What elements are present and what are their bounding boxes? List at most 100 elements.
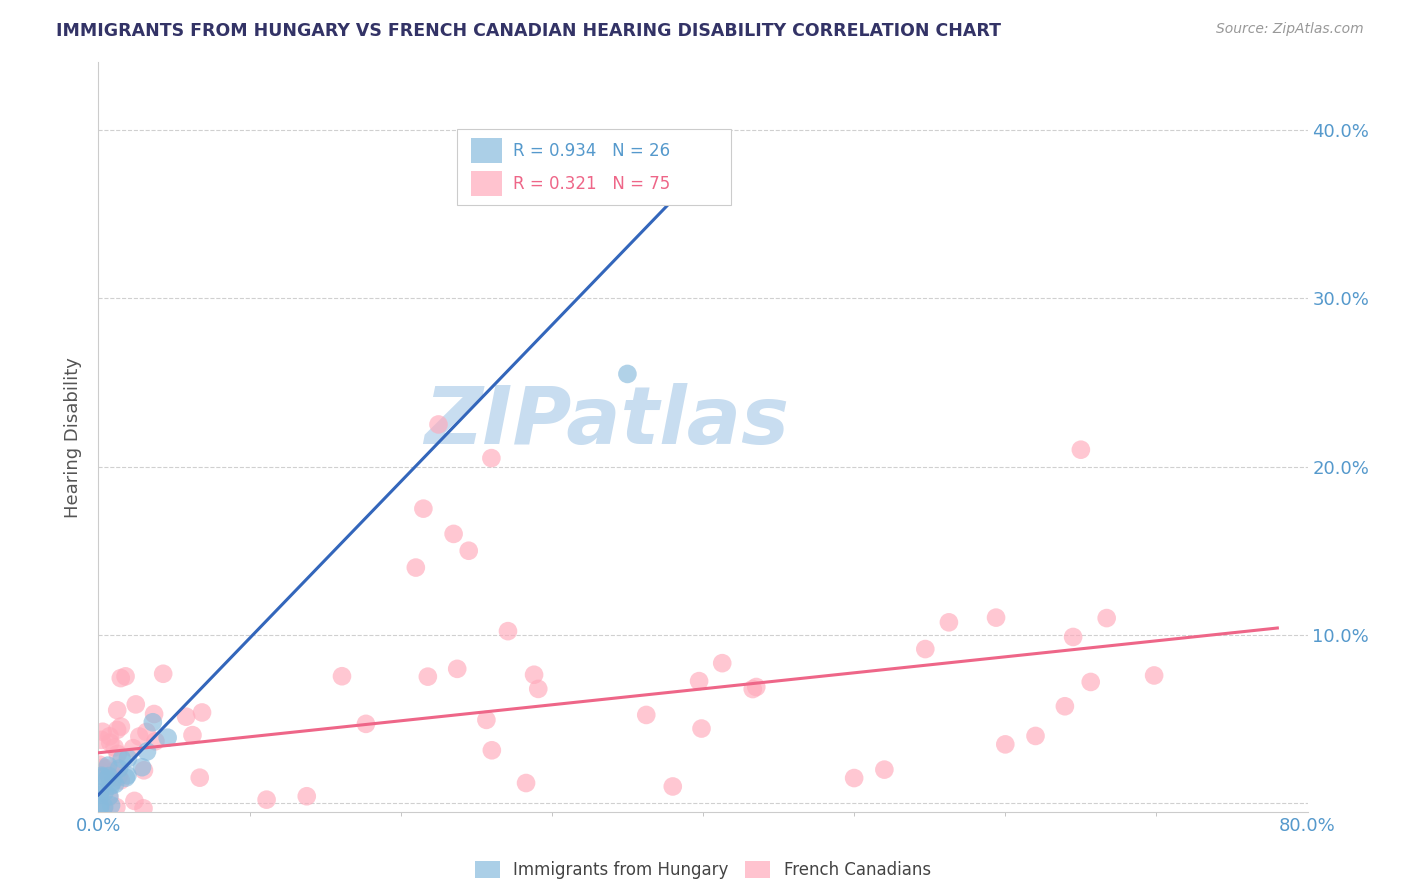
Point (1053, 699, 1076, 714)
Point (496, 624, 519, 639)
Point (98, 790, 121, 805)
Point (107, 770, 129, 784)
Point (91, 770, 114, 784)
Point (481, 743, 503, 757)
Point (741, 681, 763, 696)
Point (1080, 675, 1102, 690)
Point (89, 788, 111, 802)
Point (115, 771, 138, 785)
Point (914, 642, 936, 657)
Point (412, 501, 434, 516)
Point (616, 367, 638, 381)
Point (89, 764, 111, 778)
Point (457, 543, 479, 558)
Point (117, 751, 139, 765)
Point (96, 761, 118, 775)
Point (93, 785, 115, 799)
Point (475, 713, 498, 727)
Point (91, 761, 114, 775)
Point (98, 789, 121, 804)
Point (405, 560, 427, 574)
Point (96, 772, 118, 786)
Point (110, 720, 132, 734)
Point (132, 764, 155, 778)
Point (104, 740, 127, 755)
Point (1062, 630, 1084, 644)
Point (90, 769, 112, 783)
Point (142, 715, 165, 730)
Text: IMMIGRANTS FROM HUNGARY VS FRENCH CANADIAN HEARING DISABILITY CORRELATION CHART: IMMIGRANTS FROM HUNGARY VS FRENCH CANADI… (56, 22, 1001, 40)
Point (98, 730, 121, 744)
Point (481, 451, 503, 466)
Point (145, 734, 167, 748)
Point (527, 681, 550, 696)
Point (181, 728, 204, 742)
Point (90, 732, 112, 747)
Point (101, 775, 124, 789)
Point (152, 666, 174, 681)
Point (104, 764, 127, 778)
Y-axis label: Hearing Disability: Hearing Disability (65, 357, 83, 517)
Point (122, 741, 145, 756)
Point (330, 669, 353, 683)
Point (132, 801, 155, 815)
Point (295, 789, 318, 804)
Point (89, 799, 111, 814)
Point (110, 773, 132, 788)
Point (354, 717, 377, 731)
Point (89, 786, 111, 800)
Point (1070, 442, 1092, 457)
Point (110, 671, 132, 685)
Point (97, 769, 120, 783)
Text: ZIPatlas: ZIPatlas (423, 383, 789, 461)
Point (1095, 611, 1118, 625)
Point (174, 709, 197, 723)
Point (100, 779, 122, 793)
Point (143, 706, 166, 721)
Point (89, 799, 111, 814)
Text: R = 0.934   N = 26: R = 0.934 N = 26 (513, 142, 671, 160)
Point (427, 417, 450, 432)
Point (89, 757, 111, 772)
Point (114, 669, 136, 683)
Point (105, 800, 128, 814)
Point (661, 780, 683, 794)
Point (93, 801, 115, 815)
Point (636, 708, 658, 723)
Point (93, 799, 115, 814)
Point (131, 760, 153, 774)
Point (105, 703, 128, 717)
Point (938, 615, 960, 630)
Point (108, 762, 131, 776)
Point (446, 662, 468, 676)
Text: Source: ZipAtlas.com: Source: ZipAtlas.com (1216, 22, 1364, 37)
Point (994, 737, 1017, 751)
Point (100, 766, 122, 780)
Point (873, 763, 896, 777)
Point (125, 698, 148, 712)
Point (117, 768, 139, 782)
Point (256, 792, 278, 806)
Point (690, 722, 713, 736)
Point (188, 771, 211, 785)
Point (135, 725, 157, 739)
Point (711, 656, 734, 670)
Point (128, 730, 150, 744)
Point (523, 667, 546, 681)
Point (97, 758, 120, 772)
Point (984, 610, 1007, 624)
Point (191, 706, 214, 720)
Point (844, 771, 866, 785)
Point (416, 670, 439, 684)
Point (136, 745, 159, 759)
Point (124, 794, 146, 808)
Point (107, 747, 129, 761)
Point (156, 731, 179, 745)
Point (688, 674, 710, 689)
Point (105, 723, 128, 737)
Point (100, 798, 122, 813)
Point (443, 527, 465, 541)
Point (91, 724, 114, 739)
Point (515, 776, 537, 790)
Point (98, 736, 121, 750)
